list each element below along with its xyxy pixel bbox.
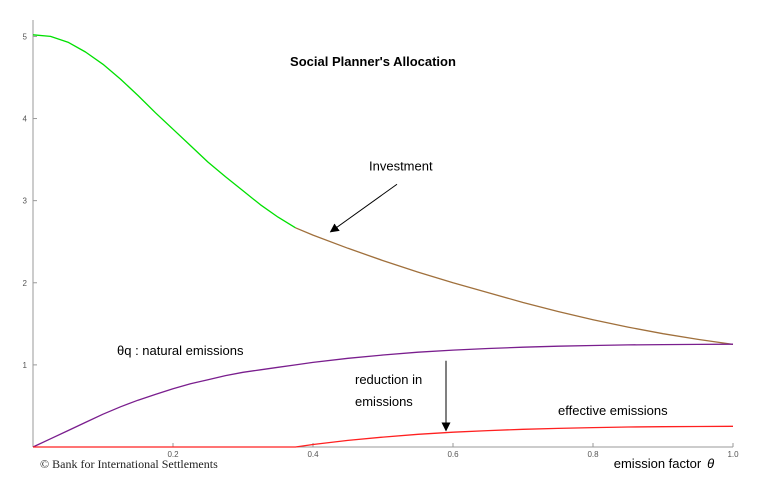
annotation-arrow-1: [329, 183, 398, 233]
series-line-1: [32, 34, 296, 229]
series-line-2: [295, 227, 734, 346]
annotation-5: effective emissions: [558, 403, 668, 418]
x-axis-label: emission factor θ: [614, 456, 714, 471]
x-tick-label: 0.2: [167, 450, 179, 459]
y-tick-label: 3: [23, 197, 28, 206]
y-tick-label: 1: [23, 361, 28, 370]
annotation-2: θq : natural emissions: [117, 343, 244, 358]
annotation-3: reduction in: [355, 372, 422, 387]
annotation-1: Investment: [369, 158, 433, 173]
y-tick-label: 4: [23, 115, 28, 124]
annotation-4: emissions: [355, 394, 413, 409]
copyright-notice: © Bank for International Settlements: [40, 457, 218, 471]
copyright-text: © Bank for International Settlements: [40, 457, 218, 471]
y-tick-label: 2: [23, 279, 28, 288]
y-tick-label: 5: [23, 32, 28, 41]
x-axis-label-text: emission factor: [614, 456, 702, 471]
x-tick-label: 1.0: [727, 450, 739, 459]
annotation-layer: Investment θq : natural emissions reductio…: [117, 158, 668, 432]
x-tick-label: 0.8: [587, 450, 599, 459]
series-line-4: [33, 425, 734, 448]
series-line-3: [32, 343, 734, 448]
series-layer: [32, 34, 734, 448]
x-axis-label-symbol: θ: [707, 456, 714, 471]
x-tick-label: 0.6: [447, 450, 459, 459]
x-tick-label: 0.4: [307, 450, 319, 459]
chart-title: Social Planner's Allocation: [290, 54, 456, 69]
